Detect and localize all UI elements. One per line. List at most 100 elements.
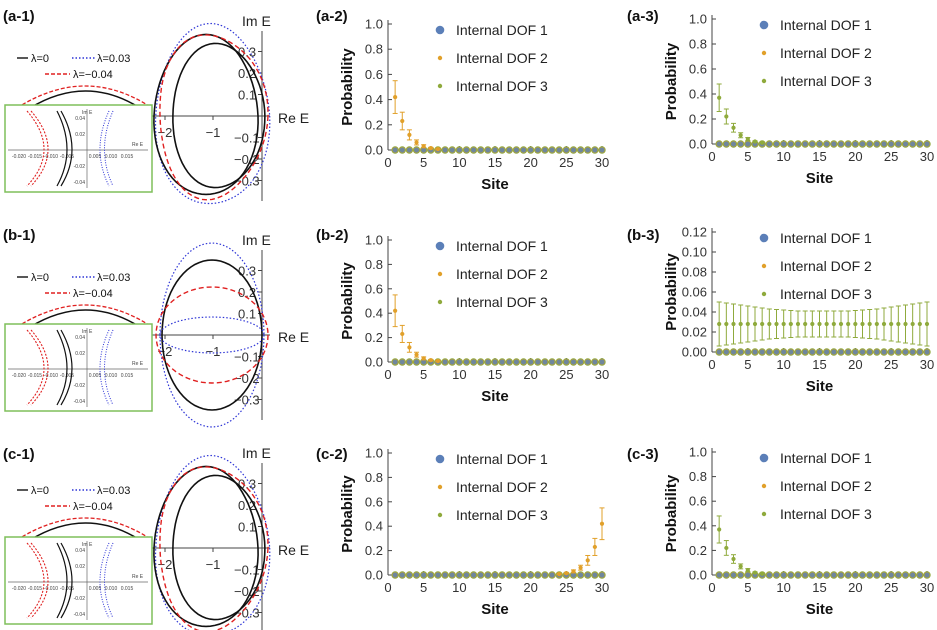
- data-point-dof1: [592, 572, 598, 578]
- charts-layer: 0.0 0.2 0.4 0.6 0.8 1.0 0 5 10 15 20 25 30 Site Probab…: [339, 12, 934, 619]
- legend-label: λ=0: [31, 485, 49, 497]
- data-point-dof1: [902, 349, 909, 355]
- inset-curve-black-2: [56, 110, 68, 187]
- data-point-dof1: [499, 147, 505, 153]
- inset-zoom: Im ERe E-0.020 -0.015 -0.010 -0.005 0.005 0.0…: [4, 104, 153, 193]
- data-point-dof3: [874, 321, 879, 327]
- y-tick-label: 0.0: [365, 568, 383, 583]
- data-point-dof3: [881, 321, 887, 327]
- spectrum-loop-black-2: [172, 42, 266, 189]
- data-point-dof1: [795, 572, 801, 578]
- y-tick-label: 0.0: [689, 568, 707, 583]
- inset-y-tick: 0.04: [75, 116, 85, 122]
- y-tick-label: 0.00: [682, 345, 707, 360]
- data-point-dof1: [492, 147, 498, 153]
- inset-x-tick: 0.015: [121, 373, 134, 379]
- x-axis-title: Site: [806, 378, 834, 395]
- data-point-dof1: [766, 572, 772, 578]
- data-point-dof1: [542, 147, 548, 153]
- legend-marker-dof3: [437, 512, 443, 518]
- data-point-dof1: [831, 349, 837, 355]
- imag-tick-label: 0.1: [238, 520, 256, 535]
- legend-label: Internal DOF 3: [456, 507, 548, 523]
- data-point-dof1: [730, 572, 737, 578]
- legend-marker-dof2: [437, 484, 443, 490]
- y-axis-title: Probability: [663, 474, 680, 552]
- data-point-dof1: [802, 141, 808, 147]
- inset-curve-blue-2: [104, 542, 114, 619]
- inset-x-tick: -0.020: [12, 154, 26, 160]
- data-point-dof1: [852, 141, 858, 147]
- data-point-dof1: [831, 572, 837, 578]
- inset-x-tick: 0.010: [105, 154, 118, 160]
- data-point-dof1: [867, 141, 873, 147]
- inset-x-tick: 0.005: [89, 586, 102, 592]
- data-point-dof2: [407, 345, 412, 350]
- data-point-dof2: [585, 558, 590, 563]
- panel-label: (a-1): [3, 8, 35, 25]
- x-tick-label: 20: [523, 580, 537, 595]
- y-tick-label: 0.8: [365, 257, 383, 272]
- data-point-dof3: [731, 556, 736, 562]
- data-point-dof1: [556, 359, 562, 365]
- data-point-dof1: [895, 572, 901, 578]
- data-point-dof3: [896, 321, 901, 327]
- inset-x-tick: -0.010: [44, 373, 58, 379]
- x-tick-label: 15: [812, 580, 826, 595]
- x-axis-title: Site: [481, 601, 509, 618]
- data-point-dof3: [738, 564, 743, 569]
- chart-a-2: 0.0 0.2 0.4 0.6 0.8 1.0 0 5 10 15 20 25 30 Site Probab…: [339, 17, 609, 194]
- inset-curve-red: [26, 542, 45, 619]
- data-point-dof1: [809, 349, 815, 355]
- data-point-dof1: [563, 359, 569, 365]
- data-point-dof1: [435, 572, 441, 578]
- legend-marker-dof1: [435, 241, 445, 251]
- data-point-dof3: [752, 139, 758, 144]
- data-point-dof3: [917, 321, 922, 327]
- data-point-dof1: [788, 141, 794, 147]
- spectra-layer: 0.30.20.1−0.1−0.2−0.3−2 −1Im ERe Eλ=0 λ=0.…: [4, 13, 309, 630]
- chart-c-2: 0.0 0.2 0.4 0.6 0.8 1.0 0 5 10 15 20 25 30 Site Probab…: [339, 446, 609, 619]
- spectrum-loop-red: [155, 286, 269, 384]
- panel-label: (c-3): [627, 446, 659, 463]
- arc-black: [29, 522, 141, 541]
- data-point-dof1: [816, 572, 823, 578]
- data-point-dof3: [760, 571, 765, 576]
- data-point-dof1: [399, 147, 405, 153]
- imag-tick-label: −0.2: [234, 584, 260, 599]
- data-point-dof3: [738, 133, 743, 138]
- legend-label: Internal DOF 1: [780, 17, 872, 33]
- legend-label: λ=0.03: [97, 53, 130, 65]
- data-point-dof1: [549, 147, 555, 153]
- data-point-dof1: [563, 147, 569, 153]
- data-point-dof1: [845, 349, 851, 355]
- inset-x-tick: 0.005: [89, 154, 102, 160]
- legend-label: λ=0: [31, 272, 49, 284]
- y-tick-label: 1.0: [365, 17, 383, 32]
- data-point-dof1: [570, 147, 577, 153]
- y-tick-label: 1.0: [689, 12, 707, 27]
- data-point-dof2: [393, 94, 398, 100]
- data-point-dof1: [824, 572, 830, 578]
- data-point-dof1: [781, 141, 787, 147]
- inset-curve-red: [26, 110, 45, 187]
- y-tick-label: 0.2: [365, 543, 383, 558]
- data-point-dof3: [824, 321, 829, 327]
- data-point-dof1: [745, 141, 751, 147]
- inset-curve-black-2: [56, 329, 68, 406]
- data-point-dof1: [917, 572, 923, 578]
- imag-tick-label: −0.1: [234, 131, 260, 146]
- data-point-dof1: [506, 359, 512, 365]
- inset-x-tick: -0.015: [28, 154, 42, 160]
- data-point-dof1: [874, 141, 880, 147]
- panel-label: (c-1): [3, 446, 35, 463]
- data-point-dof1: [845, 572, 851, 578]
- inset-curve-black-2: [56, 542, 68, 619]
- y-tick-label: 0.0: [689, 137, 707, 152]
- data-point-dof3: [795, 321, 801, 327]
- imag-tick-label: −0.2: [234, 152, 260, 167]
- legend-marker-dof1: [759, 453, 769, 463]
- x-tick-label: 15: [488, 155, 502, 170]
- data-point-dof3: [731, 321, 736, 327]
